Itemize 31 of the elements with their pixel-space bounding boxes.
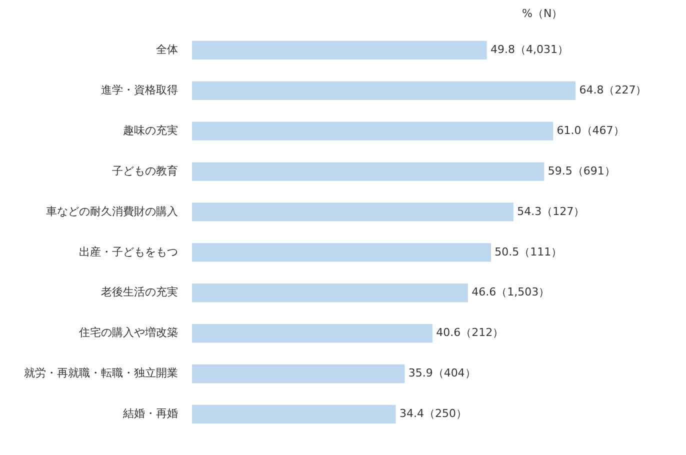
data-label: 61.0（467） [556, 124, 624, 137]
data-label: 64.8（227） [579, 84, 647, 97]
y-tick-label: 車などの耐久消費財の購入 [46, 204, 178, 218]
data-label: 49.8（4,031） [490, 43, 569, 56]
data-label: 40.6（212） [436, 326, 504, 340]
bar [192, 162, 544, 181]
bar [192, 243, 491, 262]
y-tick-label: 結婚・再婚 [122, 407, 178, 420]
y-tick-label: 就労・再就職・転職・独立開業 [24, 366, 178, 380]
data-label: 59.5（691） [548, 164, 616, 178]
bar [192, 364, 405, 384]
data-label: 46.6（1,503） [472, 286, 550, 299]
bar [192, 324, 432, 343]
bar [192, 404, 396, 424]
bar [192, 81, 576, 100]
y-tick-label: 出産・子どもをもつ [79, 245, 178, 258]
y-tick-label: 全体 [156, 43, 178, 56]
y-tick-label: 趣味の充実 [123, 124, 178, 137]
bar [192, 202, 514, 222]
bar [192, 40, 487, 60]
y-tick-label: 住宅の購入や増改築 [79, 326, 178, 340]
data-label: 54.3（127） [517, 204, 585, 218]
y-tick-label: 老後生活の充実 [101, 286, 178, 299]
bar [192, 284, 468, 302]
bar [192, 122, 554, 140]
y-tick-label: 進学・資格取得 [101, 84, 178, 97]
data-label: 34.4（250） [399, 407, 467, 420]
data-label: 35.9（404） [408, 366, 476, 380]
data-label: 50.5（111） [494, 245, 562, 258]
text: %（N） [522, 6, 563, 20]
y-tick-label: 子どもの教育 [112, 164, 178, 178]
